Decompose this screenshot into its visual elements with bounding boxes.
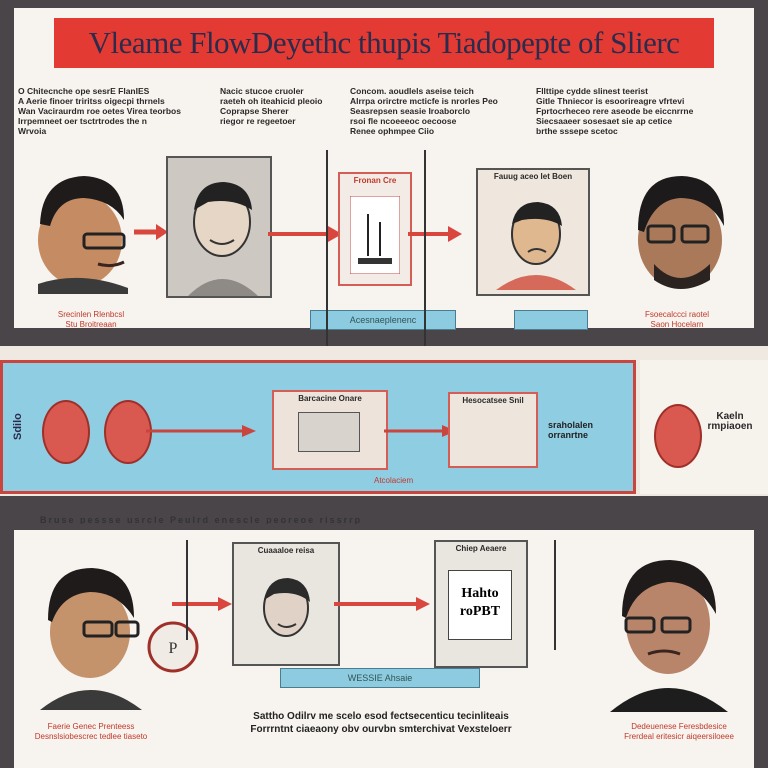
- middle-side-text: sraholalen orranrtne: [548, 420, 594, 440]
- process-frame-label: Barcacine Onare: [298, 394, 362, 403]
- title-banner: Vleame FlowDeyethc thupis Tiadopepte of …: [54, 18, 714, 68]
- person-face-icon: [610, 560, 728, 712]
- bottom-panel: [14, 530, 754, 768]
- arrow-right-icon: [146, 425, 256, 437]
- node-oval: [104, 400, 152, 464]
- divider-stripe: Bruse pessse usrcle Peulrd enescle peore…: [40, 516, 363, 524]
- person-face-icon: [40, 568, 142, 710]
- portrait-frame-2: Fauug aceo Iet Boen: [476, 168, 590, 296]
- portrait-frame-1: [166, 156, 272, 298]
- top-caption-2: Nacic stucoe cruoler raeteh oh iteahicid…: [220, 86, 323, 126]
- arrow-right-icon: [172, 597, 232, 611]
- middle-corner-label: Kaeln rmpiaoen: [707, 411, 753, 432]
- diagram-title: Vleame FlowDeyethc thupis Tiadopepte of …: [88, 25, 680, 60]
- connector-line: [554, 540, 556, 650]
- face-caption-2: Fsoecalccci raotel Saon Hocelarn: [644, 310, 710, 329]
- bottom-frame-label: Chiep Aeaere: [455, 544, 507, 553]
- node-oval: [654, 404, 702, 468]
- coin-icon[interactable]: P: [146, 620, 200, 674]
- bottom-document-frame: Chiep Aeaere Hahto roPBT: [434, 540, 528, 668]
- process-label-bar: [514, 310, 588, 330]
- top-caption-3: Concom. aoudlels aseise teich Alrrpa ori…: [350, 86, 498, 136]
- top-caption-4: Fllttipe cydde slinest teerist Gitle Thn…: [536, 86, 694, 136]
- bottom-side-caption-2: Dedeuenese Feresbdesice Frerdeal eritesi…: [624, 722, 734, 741]
- document-frame: Fronan Cre: [338, 172, 412, 286]
- arrow-right-icon: [268, 226, 342, 242]
- process-label-bar: Acesnaeplenenc: [310, 310, 456, 330]
- bottom-frame-label: Cuaaaloe reisa: [257, 546, 315, 555]
- face-caption-1: Srecinlen Rlenbcsl Stu Broitreaan: [57, 310, 125, 329]
- process-frame-2: Hesocatsee Snil: [448, 392, 538, 468]
- bottom-label-bar: WESSIE Ahsaie: [280, 668, 480, 688]
- portrait-face-icon: [496, 202, 576, 290]
- person-face-icon: [638, 176, 724, 289]
- bottom-portrait-frame: Cuaaaloe reisa: [232, 542, 340, 666]
- arrow-right-icon: [134, 224, 168, 240]
- screen-box: [298, 412, 360, 452]
- process-frame-label: Hesocatsee Snil: [462, 396, 524, 405]
- middle-left-label: Sdilo: [12, 413, 24, 440]
- arrow-right-icon: [384, 425, 456, 437]
- connector-line: [186, 540, 188, 640]
- portrait-frame-label: Fauug aceo Iet Boen: [493, 172, 573, 181]
- node-oval: [42, 400, 90, 464]
- portrait-face-icon: [168, 158, 270, 296]
- middle-small-caption: Atcolaciem: [374, 476, 414, 485]
- document-frame-label: Fronan Cre: [353, 176, 397, 185]
- person-face-icon: [38, 176, 128, 294]
- arrow-right-icon: [334, 597, 430, 611]
- document-lines-icon: [350, 196, 400, 274]
- arrow-right-icon: [408, 226, 462, 242]
- process-frame-1: Barcacine Onare: [272, 390, 388, 470]
- document-text: Hahto roPBT: [448, 570, 512, 640]
- bottom-side-caption-1: Faerie Genec Prenteess Desnslsiobescrec …: [34, 722, 148, 741]
- top-caption-1: O Chitecnche ope sesrE FIanIES A Aerie f…: [18, 86, 181, 136]
- connector-line: [326, 150, 328, 350]
- portrait-face-icon: [263, 578, 310, 637]
- svg-text:P: P: [169, 640, 178, 657]
- connector-line: [424, 150, 426, 350]
- bottom-caption: Sattho Odilrv me scelo esod fectsecentic…: [250, 711, 512, 735]
